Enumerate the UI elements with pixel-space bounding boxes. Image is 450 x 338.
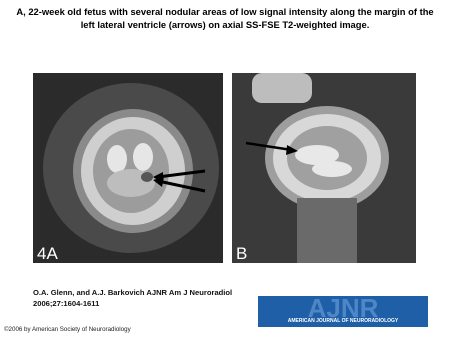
logo-name: AJNR — [308, 296, 379, 323]
slide-title: A, 22-week old fetus with several nodula… — [16, 6, 434, 30]
citation-line: 2006;27:1604-1611 — [33, 299, 100, 308]
journal-logo: AJNR AMERICAN JOURNAL OF NEURORADIOLOGY — [258, 296, 428, 327]
panel-label: B — [236, 244, 247, 263]
mri-panel-b: B — [232, 73, 416, 263]
citation-line: O.A. Glenn, and A.J. Barkovich AJNR Am J… — [33, 288, 233, 297]
copyright: ©2006 by American Society of Neuroradiol… — [4, 326, 131, 333]
logo-subtitle: AMERICAN JOURNAL OF NEURORADIOLOGY — [288, 318, 399, 324]
panel-label: 4A — [37, 244, 58, 263]
mri-panel-a: 4A — [33, 73, 223, 263]
